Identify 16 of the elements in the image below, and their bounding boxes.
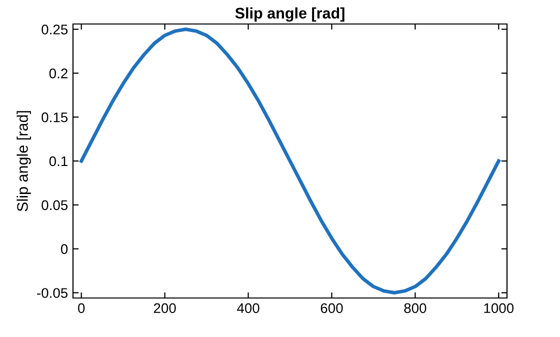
y-axis-title: Slip angle [rad] (16, 111, 31, 212)
y-tick-label: 0.15 (42, 112, 68, 122)
y-tick-label: 0.2 (49, 68, 68, 78)
y-tick-label: 0.1 (49, 156, 68, 166)
y-tick-label: -0.05 (37, 288, 68, 298)
x-tick-label: 0 (78, 303, 85, 314)
y-tick-label: 0 (60, 244, 68, 254)
y-tick-label: 0.25 (42, 24, 68, 34)
line-series (80, 28, 500, 294)
x-tick-label: 800 (404, 303, 426, 314)
x-tick-label: 600 (320, 303, 343, 314)
x-tick-label: 1000 (484, 303, 514, 314)
x-tick-label: 400 (237, 303, 260, 314)
y-tick-label: 0.05 (42, 200, 68, 210)
chart-title: Slip angle [rad] (235, 7, 344, 22)
x-tick-label: 200 (154, 303, 176, 314)
